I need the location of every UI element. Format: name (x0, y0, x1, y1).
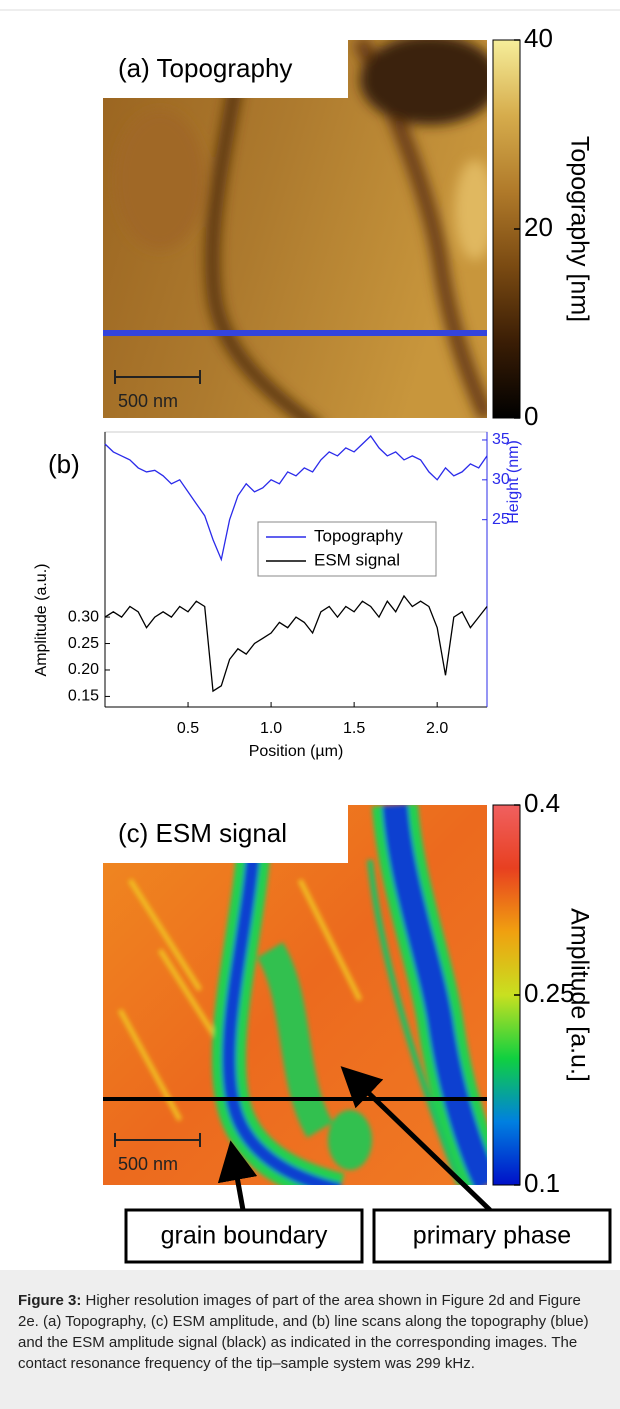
legend-label: Topography (314, 526, 403, 545)
arrow (340, 1066, 492, 1212)
y2-axis-label: Height (nm) (505, 440, 522, 524)
callout: grain boundary (161, 1222, 328, 1250)
x-tick-label: 1.0 (260, 720, 282, 737)
y2-tick-label: 25 (492, 511, 510, 528)
colorbar (492, 39, 521, 419)
caption-label: Figure 3: (18, 1292, 82, 1309)
caption-text: Higher resolution images of part of the … (18, 1292, 589, 1372)
panel-label-box (103, 805, 348, 863)
series-line (104, 594, 488, 693)
scale-bar-label: 500 nm (118, 391, 178, 411)
panel-label: (a) Topography (118, 53, 292, 83)
colorbar-tick-label: 0 (524, 401, 538, 431)
series-line (104, 435, 488, 562)
callout-box (372, 1208, 612, 1264)
scan-line (103, 1097, 487, 1101)
x-tick-label: 2.0 (426, 720, 448, 737)
panel-label-box (103, 40, 348, 98)
x-tick-label: 1.5 (343, 720, 365, 737)
colorbar-tick-label: 0.4 (524, 788, 560, 818)
y-tick-label: 0.20 (68, 661, 99, 678)
y-axis-label: Amplitude (a.u.) (33, 564, 50, 677)
callout-box (124, 1208, 364, 1264)
y2-tick-label: 35 (492, 431, 510, 448)
scan-line (103, 330, 487, 336)
colorbar-tick-label: 0.25 (524, 978, 575, 1008)
y-tick-label: 0.25 (68, 635, 99, 652)
colorbar-label: Amplitude [a.u.] (565, 908, 593, 1082)
figure: (a) Topography 500 nm (c) ESM signal 500… (0, 9, 620, 1264)
panel-label: (b) (48, 449, 80, 479)
colorbar-tick-label: 20 (524, 212, 553, 242)
colorbar-tick-label: 0.1 (524, 1168, 560, 1198)
y-tick-label: 0.15 (68, 688, 99, 705)
x-tick-label: 0.5 (177, 720, 199, 737)
y2-tick-label: 30 (492, 471, 510, 488)
scale-bar-label: 500 nm (118, 1154, 178, 1174)
topography-image (103, 40, 487, 418)
esm-image (103, 805, 487, 1185)
callout: primary phase (413, 1222, 571, 1250)
legend-label: ESM signal (314, 550, 400, 569)
colorbar-label: Topography [nm] (565, 136, 593, 322)
x-axis-label: Position (µm) (249, 743, 344, 760)
arrow (217, 1140, 258, 1211)
colorbar-tick-label: 40 (524, 23, 553, 53)
legend-box (257, 521, 437, 577)
caption: Figure 3: Higher resolution images of pa… (0, 1270, 620, 1409)
y-tick-label: 0.30 (68, 608, 99, 625)
panel-label: (c) ESM signal (118, 818, 287, 848)
